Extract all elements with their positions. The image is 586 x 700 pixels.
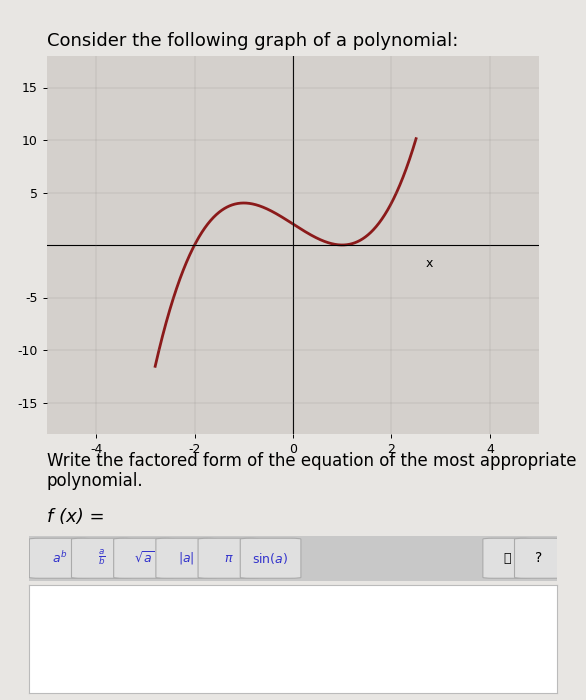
FancyBboxPatch shape [198,538,259,578]
Text: Write the factored form of the equation of the most appropriate
polynomial.: Write the factored form of the equation … [47,452,577,490]
Text: Consider the following graph of a polynomial:: Consider the following graph of a polyno… [47,32,458,50]
Text: f (x) =: f (x) = [47,508,104,526]
FancyBboxPatch shape [156,538,217,578]
FancyBboxPatch shape [114,538,175,578]
Text: $\sin(a)$: $\sin(a)$ [253,551,289,566]
Text: $\frac{a}{b}$: $\frac{a}{b}$ [98,548,105,568]
Text: $\pi$: $\pi$ [223,552,233,565]
Text: 🗑: 🗑 [503,552,511,565]
FancyBboxPatch shape [515,538,563,578]
Text: $\sqrt{a}$: $\sqrt{a}$ [134,551,154,566]
FancyBboxPatch shape [483,538,532,578]
FancyBboxPatch shape [240,538,301,578]
FancyBboxPatch shape [71,538,132,578]
Text: $a^b$: $a^b$ [52,550,67,566]
Text: $|a|$: $|a|$ [178,550,195,566]
Text: ?: ? [535,552,543,566]
Text: x: x [426,258,433,270]
FancyBboxPatch shape [29,538,90,578]
